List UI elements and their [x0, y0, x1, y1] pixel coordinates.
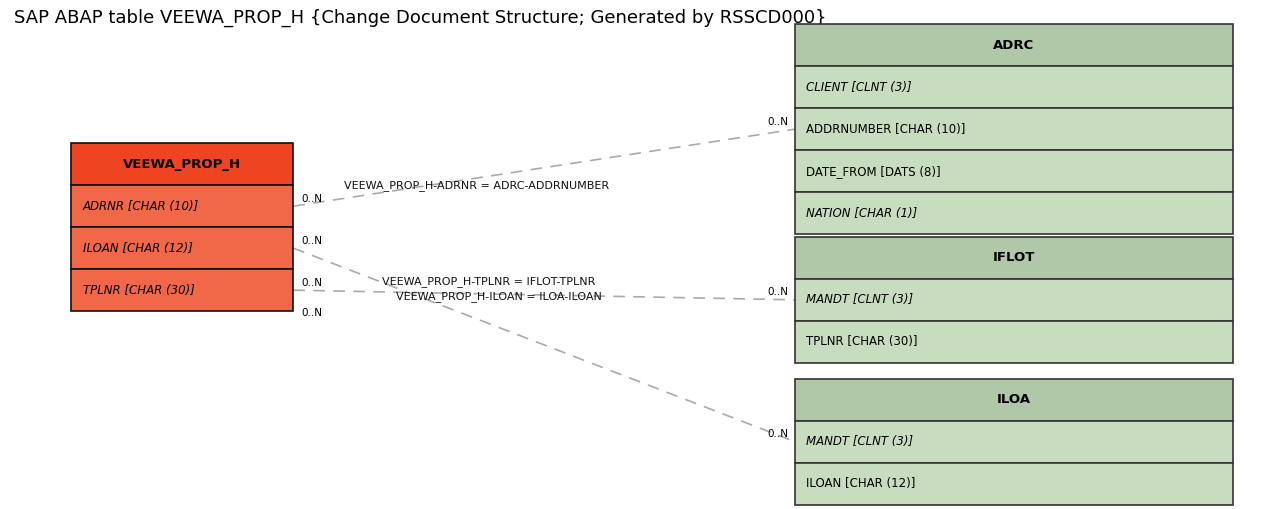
Text: ILOAN [CHAR (12)]: ILOAN [CHAR (12)] [806, 477, 916, 490]
FancyBboxPatch shape [71, 185, 294, 227]
Text: MANDT [CLNT (3)]: MANDT [CLNT (3)] [806, 435, 913, 448]
Text: VEEWA_PROP_H-ILOAN = ILOA-ILOAN: VEEWA_PROP_H-ILOAN = ILOA-ILOAN [382, 292, 602, 302]
FancyBboxPatch shape [71, 227, 294, 269]
Text: ADRC: ADRC [993, 39, 1034, 52]
FancyBboxPatch shape [71, 269, 294, 311]
FancyBboxPatch shape [71, 143, 294, 185]
FancyBboxPatch shape [795, 463, 1233, 504]
FancyBboxPatch shape [795, 24, 1233, 66]
FancyBboxPatch shape [795, 66, 1233, 108]
FancyBboxPatch shape [795, 321, 1233, 363]
Text: IFLOT: IFLOT [992, 251, 1035, 264]
Text: CLIENT [CLNT (3)]: CLIENT [CLNT (3)] [806, 81, 912, 94]
Text: TPLNR [CHAR (30)]: TPLNR [CHAR (30)] [806, 335, 917, 348]
Text: 0..N: 0..N [301, 308, 322, 318]
FancyBboxPatch shape [795, 420, 1233, 463]
Text: NATION [CHAR (1)]: NATION [CHAR (1)] [806, 207, 917, 220]
FancyBboxPatch shape [795, 237, 1233, 279]
FancyBboxPatch shape [795, 379, 1233, 420]
Text: 0..N: 0..N [767, 117, 789, 127]
Text: VEEWA_PROP_H-TPLNR = IFLOT-TPLNR: VEEWA_PROP_H-TPLNR = IFLOT-TPLNR [382, 276, 595, 287]
Text: DATE_FROM [DATS (8)]: DATE_FROM [DATS (8)] [806, 165, 941, 178]
FancyBboxPatch shape [795, 150, 1233, 192]
Text: 0..N: 0..N [301, 193, 322, 204]
Text: VEEWA_PROP_H-ADRNR = ADRC-ADDRNUMBER: VEEWA_PROP_H-ADRNR = ADRC-ADDRNUMBER [345, 180, 609, 191]
Text: VEEWA_PROP_H: VEEWA_PROP_H [123, 158, 242, 171]
FancyBboxPatch shape [795, 108, 1233, 150]
FancyBboxPatch shape [795, 279, 1233, 321]
Text: 0..N: 0..N [301, 277, 322, 288]
Text: ILOA: ILOA [996, 393, 1030, 406]
Text: MANDT [CLNT (3)]: MANDT [CLNT (3)] [806, 293, 913, 306]
Text: 0..N: 0..N [767, 429, 789, 439]
Text: TPLNR [CHAR (30)]: TPLNR [CHAR (30)] [83, 284, 195, 297]
Text: ADDRNUMBER [CHAR (10)]: ADDRNUMBER [CHAR (10)] [806, 123, 965, 136]
FancyBboxPatch shape [795, 192, 1233, 234]
Text: SAP ABAP table VEEWA_PROP_H {Change Document Structure; Generated by RSSCD000}: SAP ABAP table VEEWA_PROP_H {Change Docu… [14, 9, 827, 27]
Text: 0..N: 0..N [301, 236, 322, 246]
Text: 0..N: 0..N [767, 287, 789, 297]
Text: ADRNR [CHAR (10)]: ADRNR [CHAR (10)] [83, 200, 198, 213]
Text: ILOAN [CHAR (12)]: ILOAN [CHAR (12)] [83, 242, 192, 254]
